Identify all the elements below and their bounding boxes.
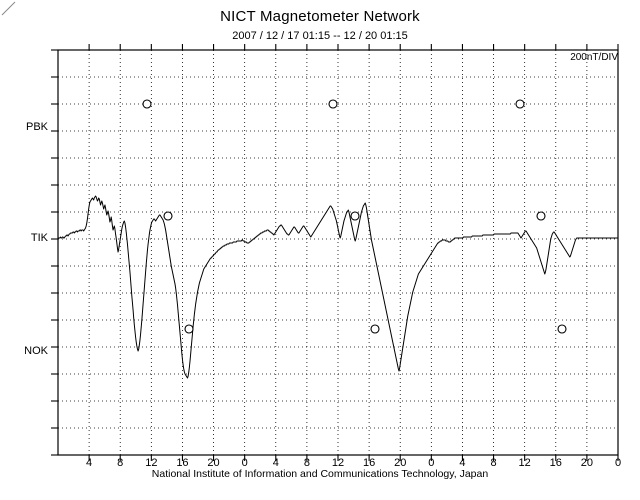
event-marker-pbk	[515, 99, 525, 109]
x-tick-label: 8	[303, 457, 310, 469]
event-marker-pbk	[328, 99, 338, 109]
resize-corner-icon	[1, 1, 16, 16]
station-label-pbk: PBK	[25, 121, 48, 133]
event-marker-nok	[370, 324, 380, 334]
x-tick-label: 20	[394, 457, 407, 469]
x-tick-label: 0	[241, 457, 248, 469]
x-tick-label: 12	[145, 457, 158, 469]
x-tick-label: 16	[549, 457, 562, 469]
x-tick-label: 12	[331, 457, 345, 469]
x-tick-label: 20	[580, 457, 593, 469]
station-label-nok: NOK	[24, 345, 48, 357]
event-marker-pbk	[142, 99, 152, 109]
x-tick-label: 12	[518, 457, 531, 469]
x-tick-label: 0	[428, 457, 435, 469]
event-marker-tik	[536, 211, 546, 221]
x-tick-label: 20	[207, 457, 220, 469]
date-range-subtitle: 2007 / 12 / 17 01:15 -- 12 / 20 01:15	[232, 30, 408, 42]
x-tick-label: 4	[86, 457, 93, 469]
x-tick-label: 16	[362, 457, 376, 469]
page-title: NICT Magnetometer Network	[220, 8, 420, 25]
x-tick-label: 4	[459, 457, 466, 469]
event-marker-tik	[350, 211, 360, 221]
x-tick-label: 4	[272, 457, 279, 469]
x-tick-label: 16	[176, 457, 189, 469]
x-tick-label: 8	[117, 457, 124, 469]
event-marker-nok	[557, 324, 567, 334]
event-marker-tik	[163, 211, 173, 221]
credit-footer: National Institute of Information and Co…	[151, 468, 489, 480]
x-tick-label: 8	[490, 457, 497, 469]
event-marker-nok	[184, 324, 194, 334]
station-label-tik: TIK	[30, 232, 48, 244]
scale-annotation: 200nT/DIV	[570, 52, 618, 63]
x-tick-label: 0	[614, 457, 622, 469]
